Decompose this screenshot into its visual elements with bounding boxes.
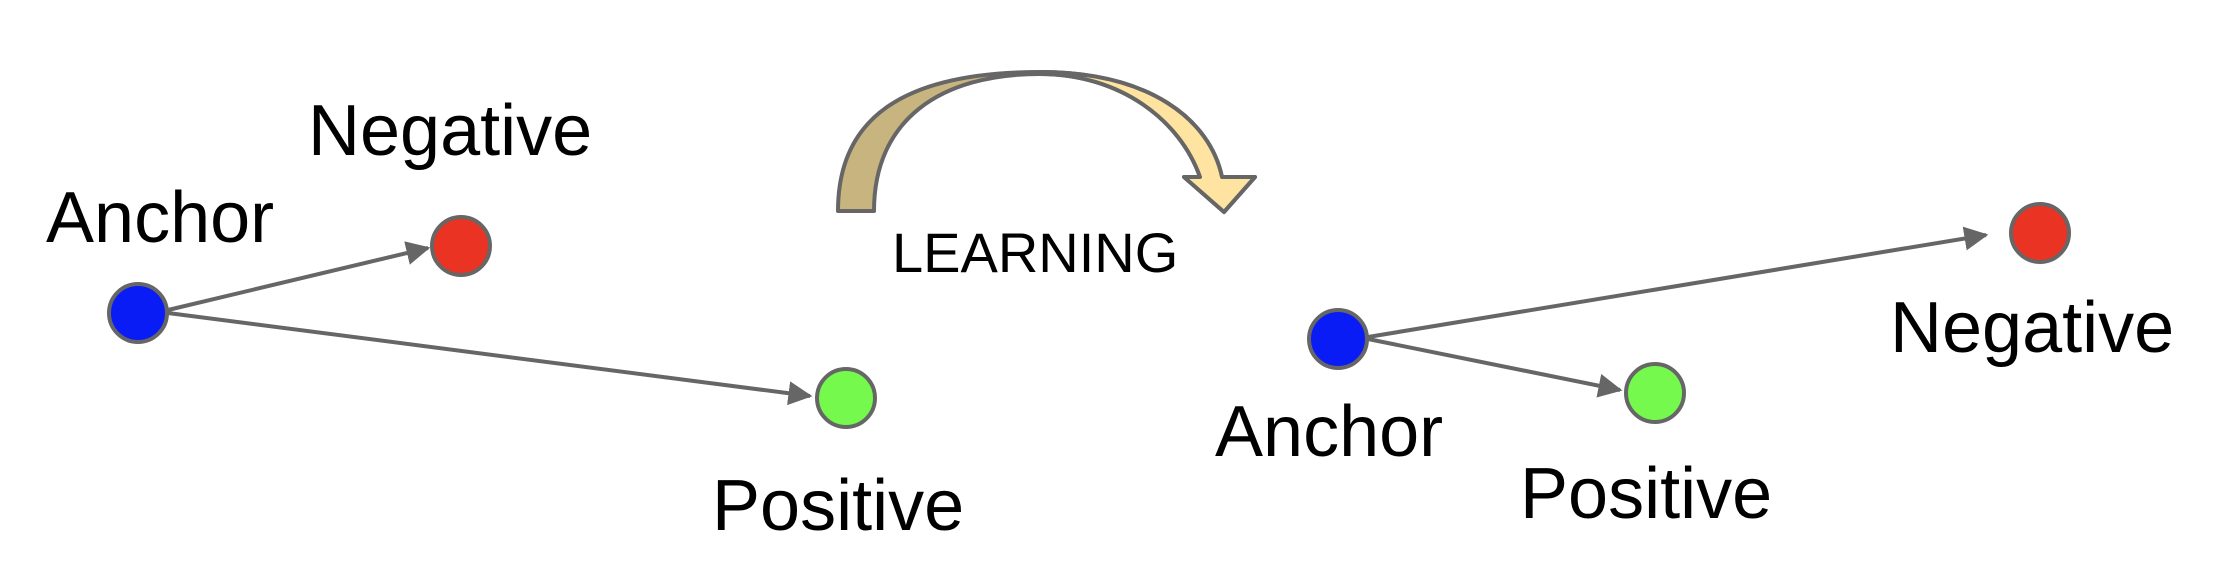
before-anchor-to-positive-edge: [167, 311, 813, 406]
after-anchor-node: [1307, 308, 1369, 370]
after-anchor-label: Anchor: [1215, 392, 1443, 472]
after-positive-label: Positive: [1520, 454, 1772, 534]
learning-transition: LEARNING: [836, 70, 1257, 284]
before-anchor-to-negative-edge: [167, 241, 431, 312]
before-negative-node: [430, 215, 492, 277]
after-anchor-to-positive-edge: [1367, 337, 1623, 398]
after-panel: Anchor Negative Positive: [1215, 202, 2174, 534]
before-anchor-label: Anchor: [46, 178, 274, 258]
before-positive-label: Positive: [712, 466, 964, 546]
after-negative-node: [2009, 202, 2071, 264]
before-anchor-node: [107, 282, 169, 344]
learning-label: LEARNING: [892, 221, 1178, 284]
after-anchor-to-negative-edge: [1367, 226, 1989, 339]
before-panel: Anchor Negative Positive: [46, 91, 964, 546]
before-positive-node: [815, 367, 877, 429]
after-positive-node: [1624, 362, 1686, 424]
after-negative-label: Negative: [1890, 288, 2174, 368]
before-negative-label: Negative: [308, 91, 592, 171]
curved-arrow-highlight: [1038, 70, 1257, 214]
